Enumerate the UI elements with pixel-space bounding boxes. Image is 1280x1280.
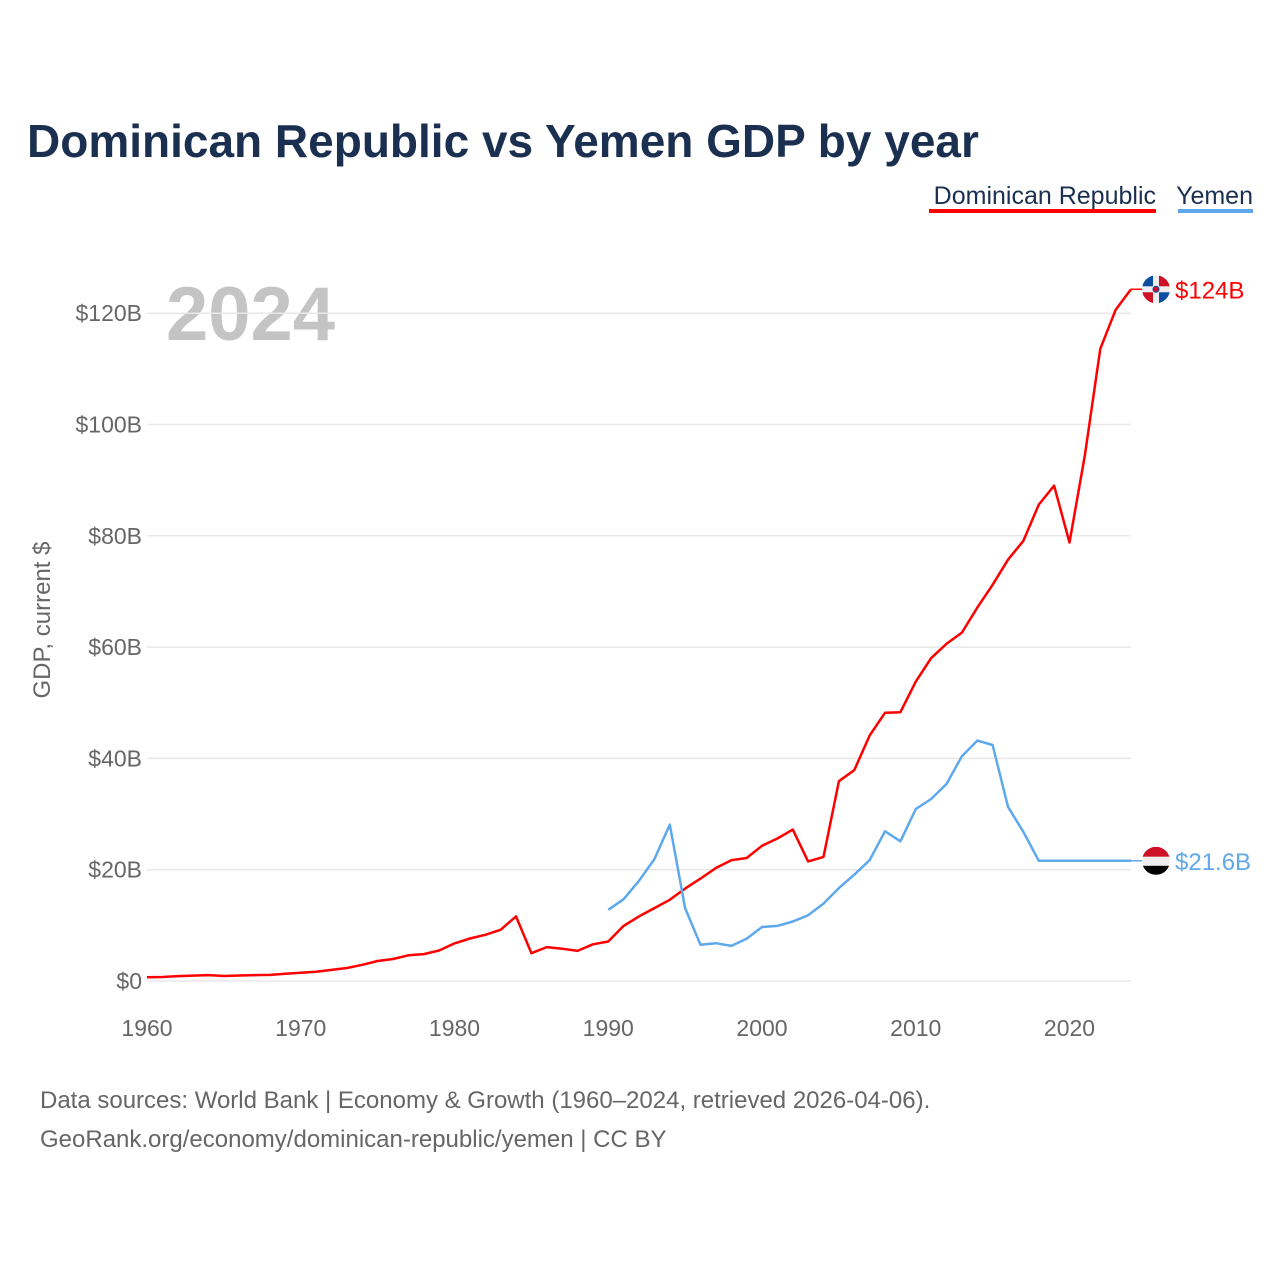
end-label-dominican-republic: $124B	[1175, 277, 1244, 304]
legend-swatch-yemen	[1178, 209, 1253, 213]
legend-item-yemen[interactable]: Yemen	[1176, 182, 1253, 210]
x-axis: 1960 1970 1980 1990 2000 2010 2020	[121, 1015, 1095, 1041]
legend-swatch-dominican-republic	[929, 209, 1156, 213]
grid	[147, 312, 1131, 982]
y-tick-label: $80B	[88, 523, 142, 549]
x-tick-label: 1980	[429, 1015, 480, 1041]
legend: Dominican Republic Yemen	[929, 182, 1253, 213]
x-tick-label: 2010	[890, 1015, 941, 1041]
x-tick-label: 1960	[121, 1015, 172, 1041]
y-tick-label: $60B	[88, 634, 142, 660]
y-tick-label: $120B	[75, 300, 142, 326]
yemen-flag-icon	[1142, 846, 1170, 875]
end-label-yemen: $21.6B	[1175, 849, 1251, 876]
footer-sources: Data sources: World Bank | Economy & Gro…	[40, 1087, 930, 1114]
legend-item-dominican-republic[interactable]: Dominican Republic	[934, 182, 1156, 210]
y-axis-title: GDP, current $	[29, 542, 56, 699]
end-labels: $124B $21.6B	[1131, 275, 1251, 876]
chart-title: Dominican Republic vs Yemen GDP by year	[27, 115, 979, 167]
series-line-dominican-republic	[146, 288, 1133, 979]
series-line-yemen	[607, 739, 1131, 948]
dominican-republic-flag-icon	[1142, 275, 1170, 304]
y-axis: $0 $20B $40B $60B $80B $100B $120B	[75, 300, 142, 994]
x-tick-label: 1990	[583, 1015, 634, 1041]
current-year-label: 2024	[166, 272, 335, 357]
series-lines	[146, 288, 1133, 979]
x-tick-label: 2020	[1044, 1015, 1095, 1041]
y-tick-label: $20B	[88, 857, 142, 883]
x-tick-label: 2000	[736, 1015, 787, 1041]
y-tick-label: $100B	[75, 412, 142, 438]
y-tick-label: $0	[116, 968, 142, 994]
y-tick-label: $40B	[88, 745, 142, 771]
footer-url[interactable]: GeoRank.org/economy/dominican-republic/y…	[40, 1126, 667, 1153]
x-tick-label: 1970	[275, 1015, 326, 1041]
